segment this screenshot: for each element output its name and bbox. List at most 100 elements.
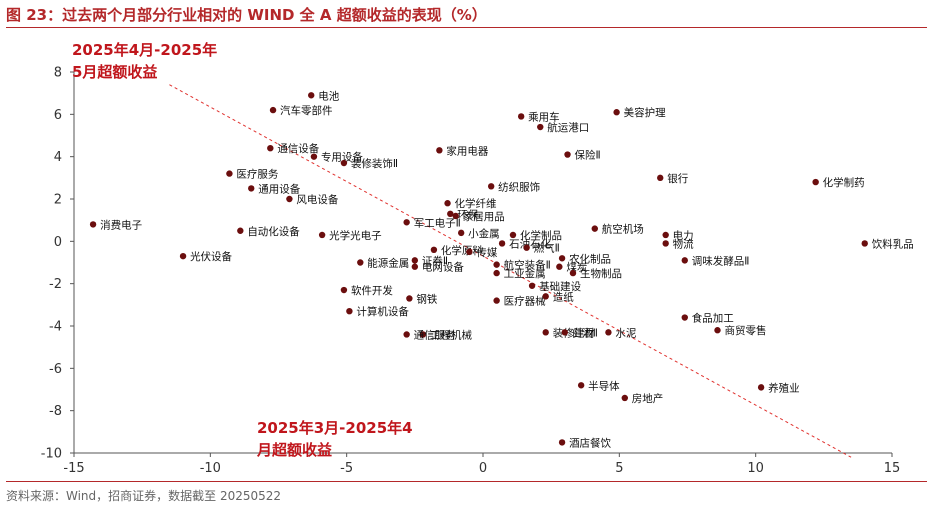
point-label: 化学纤维: [455, 197, 497, 210]
data-point: [447, 210, 454, 218]
data-point: [179, 252, 187, 260]
point-label: 半导体: [588, 379, 620, 392]
y-axis-annotation-line2: 5月超额收益: [72, 63, 157, 81]
point-label: 调味发酵品Ⅱ: [692, 254, 750, 267]
point-label: 专用设备: [321, 151, 363, 164]
data-point: [318, 231, 326, 239]
data-point: [509, 231, 517, 239]
data-point: [493, 269, 500, 277]
data-point: [564, 151, 571, 158]
x-tick-label: 0: [479, 461, 487, 476]
point-label: 自动化设备: [247, 225, 300, 238]
x-tick-label: 15: [884, 461, 901, 476]
point-label: 航空机场: [602, 223, 644, 236]
point-label: 家居用品: [463, 210, 505, 223]
data-point: [357, 259, 364, 266]
point-label: 银行: [667, 172, 688, 185]
point-label: 房地产: [632, 392, 664, 405]
point-label: 化学原料: [441, 244, 483, 257]
point-label: 农化制品: [569, 252, 611, 265]
point-label: 基础建设: [539, 280, 581, 293]
point-label: 养殖业: [768, 381, 800, 394]
x-tick-label: -10: [200, 461, 221, 476]
data-point: [537, 123, 544, 131]
data-point: [226, 170, 233, 177]
point-label: 航空装备Ⅱ: [504, 259, 551, 272]
point-label: 水泥: [615, 326, 636, 339]
point-label: 证券Ⅱ: [422, 254, 448, 267]
data-point: [493, 261, 500, 268]
data-point: [681, 257, 688, 264]
data-point: [662, 240, 669, 247]
point-label: 饮料乳品: [872, 237, 914, 250]
point-label: 工业金属: [504, 267, 546, 280]
point-label: 家用电器: [446, 144, 488, 157]
point-label: 乘用车: [528, 110, 560, 123]
point-label: 石油石化: [509, 237, 551, 250]
data-point: [757, 384, 765, 391]
point-label: 计算机设备: [356, 305, 409, 318]
data-point: [286, 195, 293, 203]
data-point: [861, 240, 868, 247]
y-tick-label: 2: [54, 193, 62, 208]
data-point: [89, 221, 97, 228]
point-label: 航运港口: [547, 121, 589, 134]
point-label: 食品加工: [692, 312, 734, 325]
data-point: [466, 248, 473, 256]
title-divider: [6, 27, 927, 28]
data-point: [493, 297, 500, 304]
data-point: [657, 174, 664, 182]
point-label: 电力: [673, 229, 694, 242]
data-point: [487, 183, 495, 190]
point-label: 电池: [318, 89, 339, 102]
point-label: 软件开发: [351, 284, 393, 297]
point-label: 电网设备: [422, 261, 464, 274]
data-point: [517, 113, 525, 120]
y-tick-label: 8: [54, 66, 62, 81]
x-axis-annotation-line2: 月超额收益: [256, 441, 332, 459]
y-tick-label: 0: [54, 235, 62, 250]
y-tick-label: -4: [49, 320, 62, 335]
data-point: [714, 327, 721, 334]
point-label: 酒店餐饮: [569, 436, 611, 449]
point-label: 汽车零部件: [280, 104, 333, 117]
point-label: 通信设备: [277, 142, 319, 155]
point-label: 军工电子Ⅱ: [414, 216, 461, 229]
point-label: 物流: [673, 237, 694, 250]
data-point: [613, 109, 620, 116]
data-point: [523, 244, 530, 251]
data-point: [237, 227, 244, 234]
x-tick-label: 10: [747, 461, 764, 476]
x-tick-label: -15: [63, 461, 84, 476]
data-point: [528, 282, 536, 289]
point-label: 小金属: [468, 227, 500, 240]
point-label: 纺织服饰: [498, 180, 540, 193]
point-label: 光伏设备: [190, 250, 232, 263]
point-label: 通用设备: [258, 182, 300, 195]
data-point: [403, 219, 410, 226]
data-point: [411, 257, 419, 264]
point-label: 生物制品: [580, 267, 622, 280]
point-label: 光学光电子: [329, 229, 382, 242]
point-label: 工程机械: [430, 328, 472, 341]
data-point: [498, 240, 506, 247]
data-point: [605, 329, 612, 336]
data-point: [621, 394, 628, 402]
point-label: 风电设备: [296, 193, 338, 206]
y-tick-label: -10: [41, 447, 62, 462]
data-point: [346, 307, 353, 315]
data-point: [662, 231, 669, 239]
data-point: [248, 185, 255, 192]
data-point: [542, 293, 549, 300]
point-label: 商贸零售: [724, 324, 766, 337]
data-point: [457, 229, 465, 237]
data-point: [340, 286, 348, 294]
x-tick-label: -5: [340, 461, 353, 476]
data-point: [556, 263, 563, 270]
data-point: [452, 212, 459, 220]
y-tick-label: -8: [49, 404, 62, 419]
data-point: [561, 329, 568, 336]
data-point: [812, 178, 819, 186]
